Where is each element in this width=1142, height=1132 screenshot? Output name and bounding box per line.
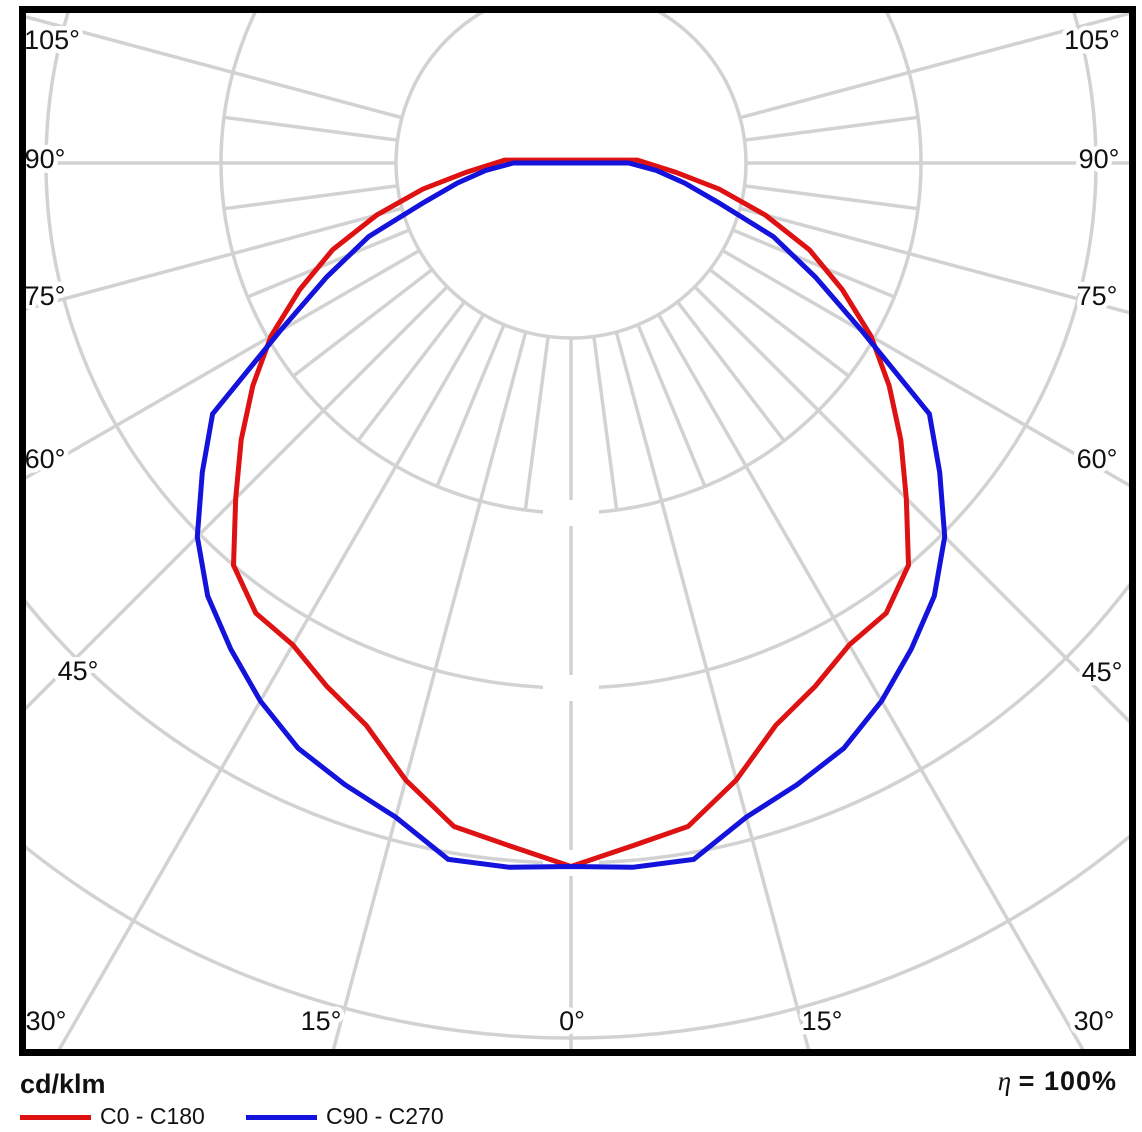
legend: C0 - C180 C90 - C270 [0,1103,1142,1131]
grid-minor-radial-line [636,324,707,488]
angle-label: 0° [559,1006,585,1036]
grid-minor-radial-line [708,268,850,378]
angle-label: 105° [1064,25,1120,55]
grid-radial-line [614,331,811,1049]
grid-minor-radial-line [744,115,919,142]
grid-minor-radial-line [435,324,506,488]
angle-label: 45° [58,656,99,686]
grid-minor-radial-line [223,184,398,211]
grid-radial-line [331,331,528,1049]
angle-label: 90° [25,144,66,174]
angle-label: 30° [1074,1006,1115,1036]
angle-label: 105° [24,25,80,55]
legend-swatch-c0-c180 [20,1115,91,1120]
grid-ring [394,13,748,340]
legend-swatch-c90-c270 [246,1115,317,1120]
legend-label-c90-c270: C90 - C270 [326,1103,444,1129]
grid-radial-line [739,206,1129,315]
grid-minor-radial-line [744,184,919,211]
grid-minor-radial-line [523,336,550,511]
angle-label: 75° [1077,281,1118,311]
grid-radial-line [739,13,1129,120]
grid-minor-radial-line [356,300,466,442]
grid-minor-radial-line [676,300,786,442]
legend-label-c0-c180: C0 - C180 [100,1103,205,1129]
curve-c90-c270 [194,160,948,870]
angle-label: 15° [301,1006,342,1036]
grid-minor-radial-line [223,115,398,142]
radial-unit-label: cd/klm [20,1069,106,1099]
eta-value: = 100% [1018,1066,1117,1096]
ring-value-box [543,850,599,876]
angle-label: 30° [26,1006,67,1036]
grid-radial-line [656,313,1085,1049]
plot-frame [19,6,1136,1056]
angle-label: 60° [25,444,66,474]
grid-radial-line [57,313,486,1049]
light-output-ratio: η = 100% [900,1066,1117,1097]
angle-label: 75° [25,281,66,311]
grid-minor-radial-line [246,228,410,299]
grid-minor-radial-line [732,228,896,299]
angle-label: 15° [802,1006,843,1036]
grid-minor-radial-line [592,336,619,511]
grid-minor-radial-line [292,268,434,378]
eta-symbol: η [997,1066,1012,1096]
grid-radial-line [26,206,403,311]
grid-radial-line [721,248,1129,488]
angle-label: 60° [1077,444,1118,474]
grid-radial-line [26,285,449,711]
angle-label: 90° [1079,144,1120,174]
grid-radial-line [26,15,403,120]
angle-label: 45° [1082,657,1123,687]
ring-value-box [543,675,599,701]
grid-radial-line [693,285,1129,724]
ring-value-box [543,500,599,526]
grid-radial-line [26,248,421,480]
